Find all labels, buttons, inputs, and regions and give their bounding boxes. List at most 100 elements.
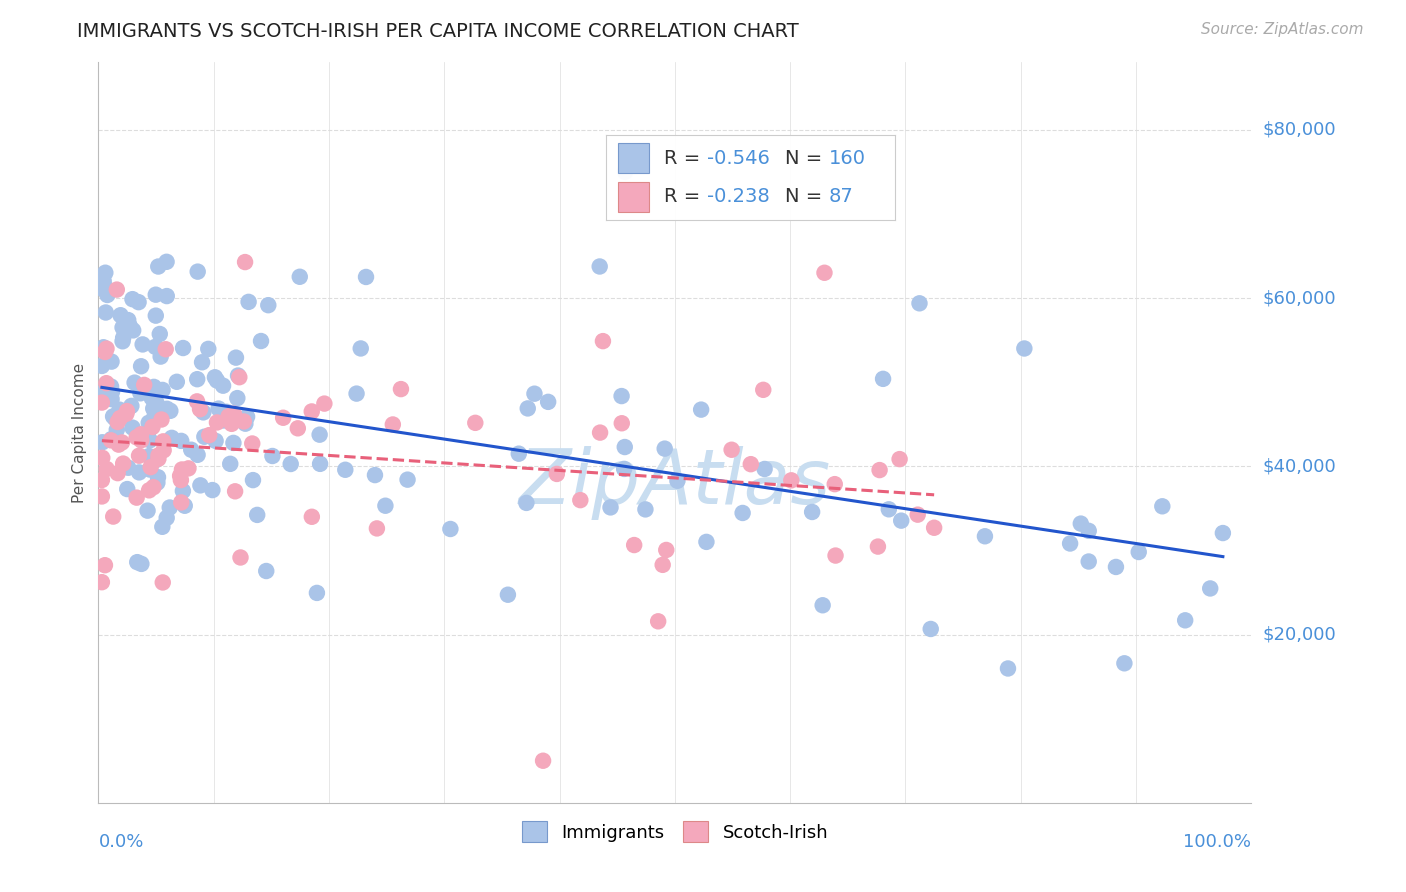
Point — [218, 409, 240, 424]
Point — [142, 401, 165, 416]
Text: $20,000: $20,000 — [1263, 625, 1336, 643]
Point — [346, 386, 368, 401]
Point — [160, 431, 183, 445]
Point — [920, 622, 942, 636]
Point — [146, 475, 169, 490]
Point — [1077, 554, 1099, 568]
Text: -0.546: -0.546 — [707, 149, 770, 168]
Point — [877, 502, 900, 516]
Point — [496, 588, 519, 602]
Point — [752, 383, 775, 397]
Point — [149, 350, 172, 364]
Point — [731, 506, 754, 520]
Point — [228, 370, 250, 384]
Point — [152, 575, 174, 590]
Point — [250, 334, 273, 348]
Point — [811, 599, 834, 613]
Text: IMMIGRANTS VS SCOTCH-IRISH PER CAPITA INCOME CORRELATION CHART: IMMIGRANTS VS SCOTCH-IRISH PER CAPITA IN… — [77, 22, 799, 41]
Point — [129, 386, 152, 401]
Point — [170, 462, 193, 476]
Point — [193, 405, 215, 419]
Point — [143, 340, 166, 354]
Point — [974, 529, 997, 543]
Point — [869, 463, 891, 477]
Point — [271, 410, 294, 425]
Point — [569, 493, 592, 508]
Point — [623, 538, 645, 552]
Point — [103, 509, 125, 524]
Point — [205, 416, 228, 430]
Point — [599, 500, 621, 515]
Point — [890, 514, 912, 528]
Point — [141, 420, 163, 434]
Point — [204, 370, 226, 384]
Point — [121, 420, 143, 434]
Point — [128, 295, 150, 310]
Point — [127, 555, 149, 569]
Point — [287, 421, 309, 435]
Point — [1105, 560, 1128, 574]
Point — [131, 557, 153, 571]
Point — [198, 428, 221, 442]
Text: 160: 160 — [828, 149, 866, 168]
Point — [389, 382, 412, 396]
Point — [96, 462, 118, 476]
Point — [100, 434, 122, 448]
Point — [148, 260, 170, 274]
Point — [439, 522, 461, 536]
Point — [889, 452, 911, 467]
Point — [922, 521, 945, 535]
Point — [1199, 582, 1222, 596]
Point — [301, 509, 323, 524]
Point — [288, 269, 311, 284]
Point — [129, 359, 152, 374]
Point — [150, 520, 173, 534]
Text: R =: R = — [664, 186, 706, 206]
Point — [94, 305, 117, 319]
Point — [156, 511, 179, 525]
Text: Source: ZipAtlas.com: Source: ZipAtlas.com — [1201, 22, 1364, 37]
Point — [128, 466, 150, 480]
Point — [112, 331, 135, 345]
Point — [107, 415, 129, 429]
Point — [131, 337, 153, 351]
Point — [224, 484, 246, 499]
Point — [613, 462, 636, 476]
Point — [156, 289, 179, 303]
Point — [610, 389, 633, 403]
Point — [254, 564, 277, 578]
Point — [222, 436, 245, 450]
Point — [136, 426, 159, 441]
Point — [145, 287, 167, 301]
Point — [101, 384, 124, 399]
Text: -0.238: -0.238 — [707, 186, 770, 206]
Text: N =: N = — [785, 186, 828, 206]
Point — [309, 457, 332, 471]
Point — [655, 543, 678, 558]
Point — [129, 427, 152, 442]
Point — [235, 417, 257, 431]
Point — [136, 503, 159, 517]
Point — [96, 376, 118, 391]
Point — [177, 461, 200, 475]
Point — [124, 376, 146, 390]
Point — [115, 407, 138, 421]
Point — [740, 457, 762, 471]
Point — [172, 483, 194, 498]
Point — [188, 402, 211, 417]
Point — [187, 265, 209, 279]
Point — [187, 448, 209, 462]
Point — [720, 442, 742, 457]
Point — [112, 457, 135, 471]
Text: $80,000: $80,000 — [1263, 120, 1336, 139]
Point — [143, 410, 166, 425]
Point — [122, 323, 145, 337]
Point — [350, 342, 373, 356]
Point — [201, 483, 224, 497]
Point — [111, 334, 134, 349]
Point — [366, 521, 388, 535]
Point — [238, 294, 260, 309]
Point — [90, 359, 112, 373]
Point — [173, 499, 195, 513]
Point — [280, 457, 302, 471]
